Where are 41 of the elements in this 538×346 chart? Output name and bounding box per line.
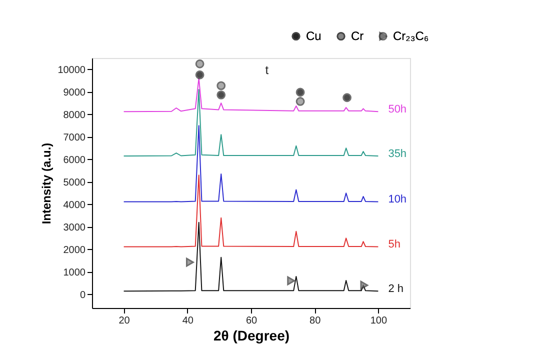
line-series — [123, 125, 379, 202]
series-label: 5h — [388, 238, 400, 251]
y-tick-label: 6000 — [63, 154, 86, 166]
series-label: 2 h — [388, 283, 404, 296]
point — [296, 88, 305, 97]
point — [216, 90, 226, 100]
point — [342, 93, 352, 102]
x-tick-label: 100 — [370, 316, 388, 326]
line-series — [123, 89, 379, 156]
x-tick-label: 20 — [118, 316, 130, 326]
legend-label: Cu — [306, 29, 322, 44]
series-label: 50h — [388, 104, 407, 116]
x-axis-title: 2θ (Degree) — [213, 328, 290, 344]
legend-label: Cr₂₃C₆ — [393, 29, 429, 44]
y-axis-title: Intensity (a.u.) — [40, 142, 54, 224]
y-tick-label: 3000 — [63, 222, 86, 234]
series-label: 10h — [388, 194, 407, 206]
point — [287, 276, 296, 286]
y-tick-label: 8000 — [63, 110, 86, 121]
annotation: t — [265, 63, 270, 77]
x-tick-label: 60 — [246, 316, 258, 326]
point — [195, 59, 204, 68]
point — [216, 81, 226, 90]
x-tick-label: 80 — [310, 316, 322, 326]
point — [360, 280, 368, 290]
y-tick-label: 4000 — [63, 200, 86, 211]
y-tick-label: 0 — [80, 290, 86, 301]
y-tick-label: 10000 — [58, 64, 86, 76]
point — [296, 97, 305, 106]
y-tick-label: 1000 — [63, 267, 86, 278]
line-series — [123, 174, 379, 248]
y-tick-label: 5000 — [63, 177, 86, 188]
series-label: 35h — [388, 148, 407, 160]
x-tick-label: 40 — [182, 316, 194, 326]
line-series — [123, 222, 379, 292]
point — [186, 258, 194, 267]
legend-label: Cr — [351, 29, 364, 44]
point — [195, 70, 204, 80]
y-tick-label: 2000 — [63, 244, 86, 256]
y-tick-label: 7000 — [63, 132, 86, 144]
y-tick-label: 9000 — [63, 87, 86, 98]
